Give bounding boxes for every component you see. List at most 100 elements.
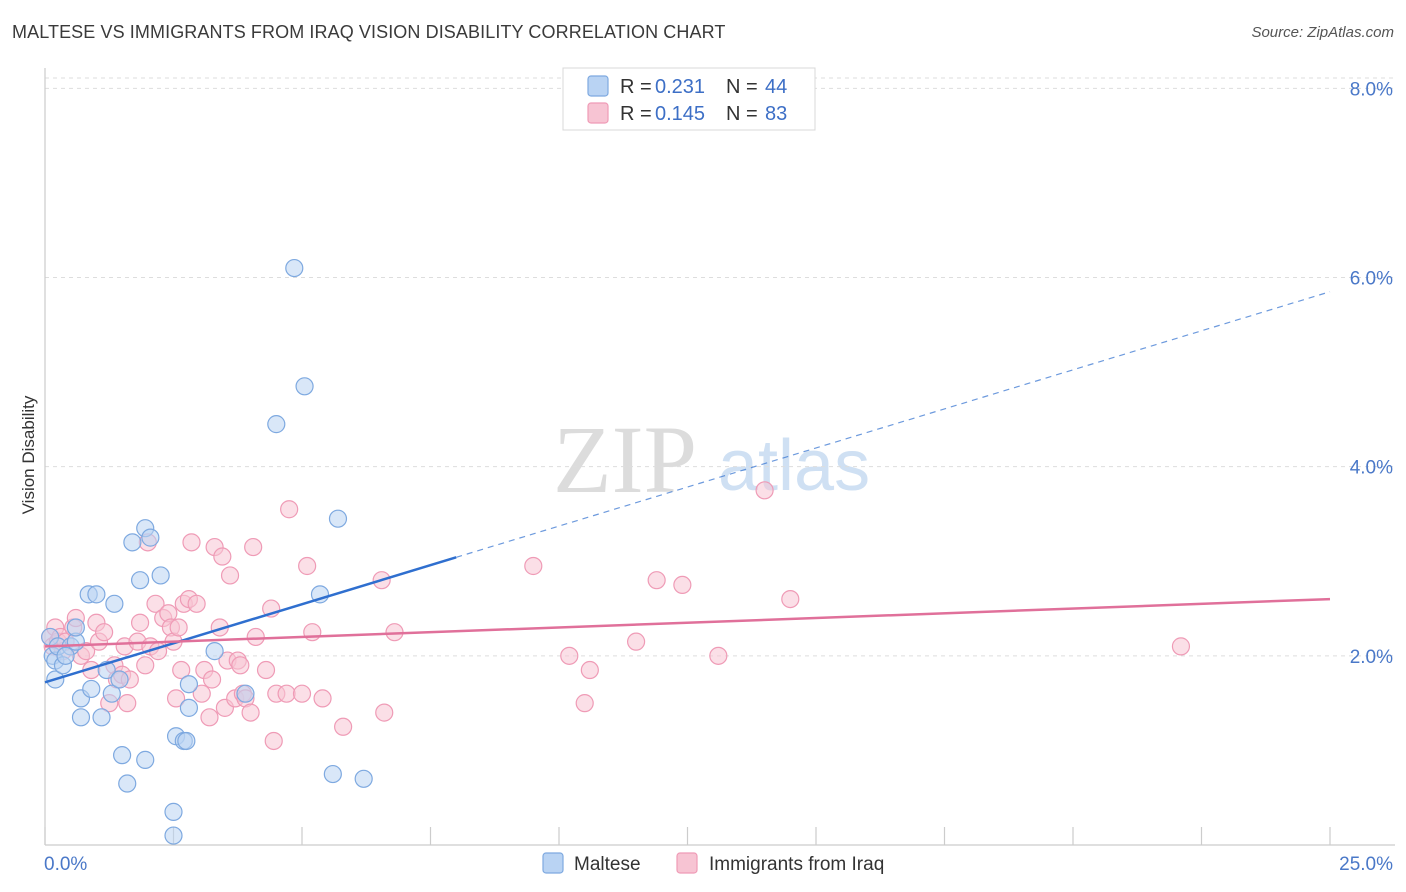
iraq-point-60 (264, 731, 283, 751)
iraq-points (41, 481, 1191, 751)
iraq-point-35 (172, 660, 191, 680)
iraq-point-43 (202, 670, 222, 689)
iraq-point-49 (220, 566, 240, 585)
iraq-point-40 (192, 684, 211, 703)
maltese-point-19 (110, 670, 129, 689)
tick-labels: 2.0% 4.0% 6.0% 8.0% 0.0% 25.0% (44, 79, 1393, 875)
maltese-point-41 (323, 764, 342, 784)
maltese-point-23 (130, 571, 150, 590)
iraq-point-74 (575, 694, 594, 713)
iraq-point-63 (280, 500, 299, 519)
iraq-point-62 (277, 684, 296, 703)
iraq-point-66 (303, 623, 322, 642)
iraq-point-75 (580, 660, 599, 680)
maltese-point-7 (56, 646, 75, 665)
maltese-point-34 (179, 675, 199, 694)
maltese-point-43 (354, 769, 373, 788)
iraq-point-70 (375, 703, 394, 722)
maltese-point-26 (141, 528, 160, 547)
maltese-point-20 (112, 746, 132, 765)
legend-n-label-iraq: N = (726, 103, 758, 125)
y-tick-label-3: 8.0% (1350, 79, 1393, 100)
iraq-point-73 (560, 646, 579, 665)
y-axis-label: Vision Disability (19, 395, 38, 514)
bottom-legend-label-iraq: Immigrants from Iraq (709, 854, 884, 875)
iraq-point-78 (673, 575, 692, 595)
iraq-point-58 (256, 660, 276, 680)
bottom-legend-swatch-iraq (676, 852, 698, 874)
iraq-point-56 (244, 537, 263, 557)
maltese-point-35 (205, 642, 224, 661)
iraq-point-67 (313, 689, 332, 708)
iraq-point-82 (1171, 637, 1191, 656)
iraq-point-55 (241, 703, 260, 722)
maltese-point-38 (285, 258, 304, 278)
iraq-trend-line (44, 597, 1331, 648)
maltese-point-33 (179, 698, 199, 717)
x-tick-label-1: 25.0% (1339, 854, 1393, 875)
iraq-point-76 (626, 632, 646, 651)
legend-n-value-iraq: 83 (765, 103, 787, 125)
iraq-point-81 (781, 589, 800, 609)
iraq-point-65 (298, 556, 317, 576)
trend-lines (44, 291, 1331, 684)
maltese-point-27 (151, 566, 170, 585)
maltese-point-13 (82, 679, 101, 699)
iraq-point-23 (130, 613, 150, 632)
iraq-point-57 (246, 627, 265, 647)
correlation-legend: R = 0.231 N = 44 R = 0.145 N = 83 (562, 67, 816, 131)
iraq-point-46 (213, 547, 232, 566)
legend-r-value-iraq: 0.145 (655, 103, 705, 125)
legend-swatch-iraq (587, 102, 609, 124)
iraq-point-52 (231, 656, 250, 675)
y-tick-label-0: 2.0% (1350, 647, 1393, 668)
watermark-zip: ZIP (553, 406, 697, 513)
maltese-point-24 (136, 750, 155, 769)
iraq-point-33 (166, 689, 186, 708)
iraq-point-68 (334, 717, 353, 736)
legend-n-value-maltese: 44 (765, 76, 787, 98)
maltese-trend-extension (456, 291, 1331, 558)
maltese-point-17 (102, 684, 121, 703)
maltese-point-22 (123, 533, 142, 552)
maltese-point-42 (328, 509, 348, 528)
maltese-point-37 (267, 415, 286, 434)
legend-r-value-maltese: 0.231 (655, 76, 705, 98)
bottom-legend-label-maltese: Maltese (574, 854, 641, 875)
legend-swatch-maltese (587, 75, 609, 97)
maltese-point-18 (105, 594, 124, 613)
iraq-point-34 (169, 618, 188, 637)
iraq-point-24 (136, 656, 155, 675)
watermark: ZIP atlas (553, 406, 870, 513)
iraq-point-80 (755, 481, 774, 500)
maltese-point-32 (177, 731, 196, 751)
legend-r-label-maltese: R = (620, 76, 652, 98)
y-tick-label-2: 6.0% (1350, 269, 1393, 290)
iraq-point-14 (95, 623, 114, 642)
series-legend: Maltese Immigrants from Iraq (542, 852, 884, 875)
maltese-point-10 (71, 708, 91, 727)
source-credit: Source: ZipAtlas.com (1251, 24, 1394, 41)
legend-n-label-maltese: N = (726, 76, 758, 98)
legend-r-label-iraq: R = (620, 103, 652, 125)
maltese-point-14 (87, 585, 106, 604)
maltese-point-28 (164, 802, 183, 821)
maltese-point-39 (295, 377, 314, 396)
maltese-point-21 (118, 774, 137, 793)
iraq-point-39 (187, 594, 206, 613)
watermark-atlas: atlas (718, 426, 870, 506)
chart-title: MALTESE VS IMMIGRANTS FROM IRAQ VISION D… (12, 22, 726, 42)
iraq-point-42 (200, 708, 219, 727)
maltese-point-15 (92, 708, 111, 727)
maltese-trend-line (44, 556, 457, 684)
iraq-point-79 (709, 646, 728, 665)
maltese-point-29 (164, 826, 183, 845)
iraq-point-27 (146, 594, 165, 613)
maltese-point-36 (236, 684, 255, 703)
iraq-point-77 (647, 571, 666, 590)
maltese-point-9 (66, 618, 85, 637)
iraq-point-38 (182, 533, 201, 552)
iraq-point-72 (524, 556, 543, 576)
maltese-points (41, 258, 373, 845)
y-tick-label-1: 4.0% (1350, 458, 1393, 479)
